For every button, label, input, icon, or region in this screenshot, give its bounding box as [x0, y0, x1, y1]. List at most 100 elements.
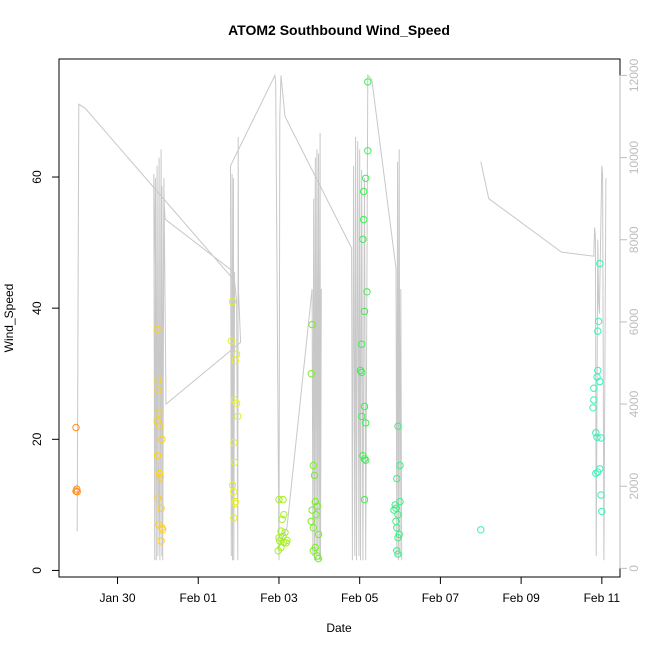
data-point: [392, 504, 400, 512]
line-segment: [278, 132, 322, 561]
data-point: [596, 259, 604, 268]
data-point: [308, 506, 316, 514]
data-point: [592, 429, 600, 437]
data-point: [477, 526, 485, 534]
y-right-tick-label: 10000: [627, 141, 641, 175]
y-right-tick-label: 6000: [627, 308, 641, 335]
data-point: [227, 337, 236, 345]
y-axis: 0 20 40 60: [30, 170, 60, 574]
data-point: [590, 396, 598, 404]
data-point: [360, 455, 369, 463]
data-point: [393, 474, 401, 483]
data-point: [156, 422, 164, 430]
x-tick-label: Jan 30: [100, 591, 136, 605]
data-point: [362, 456, 370, 464]
y-tick-label: 20: [30, 432, 44, 446]
plot-frame: [58, 58, 621, 578]
data-point: [360, 187, 368, 196]
data-point: [358, 368, 366, 377]
y-axis-right: 0 2000 4000 6000 8000 10000 12000: [619, 58, 641, 572]
data-point: [155, 469, 164, 478]
data-point: [230, 488, 238, 496]
data-point: [158, 435, 166, 443]
data-point: [359, 235, 367, 244]
data-point: [592, 469, 600, 478]
data-point: [590, 384, 598, 392]
data-point: [154, 386, 162, 394]
data-point: [362, 419, 370, 427]
data-point: [230, 514, 238, 522]
data-point: [364, 78, 372, 86]
data-point: [73, 488, 81, 496]
line-segment: [480, 161, 607, 561]
data-point: [275, 534, 283, 542]
data-point: [589, 404, 597, 412]
data-point: [360, 402, 369, 411]
data-point: [157, 504, 165, 512]
data-point: [311, 497, 319, 506]
data-point: [309, 524, 317, 532]
data-point: [159, 526, 167, 534]
data-point: [394, 422, 402, 430]
data-point: [391, 501, 399, 509]
data-point: [356, 366, 365, 375]
data-point: [358, 340, 366, 348]
data-point: [156, 473, 165, 481]
data-point: [155, 409, 163, 417]
y-right-tick-label: 12000: [627, 58, 641, 92]
data-point: [308, 320, 316, 329]
data-point: [72, 423, 80, 432]
data-point: [314, 530, 323, 539]
data-point: [228, 297, 237, 306]
data-point: [279, 495, 287, 504]
data-point: [364, 147, 372, 155]
y-right-tick-label: 4000: [627, 390, 641, 417]
data-point: [275, 495, 283, 504]
data-point: [594, 317, 603, 325]
data-point: [393, 547, 401, 555]
data-point: [230, 438, 238, 447]
x-tick-label: Feb 05: [341, 591, 379, 605]
data-point: [362, 174, 370, 183]
data-point: [153, 452, 162, 460]
data-point: [154, 494, 162, 502]
data-point: [274, 547, 282, 555]
data-point: [310, 471, 319, 480]
chart-title: ATOM2 Southbound Wind_Speed: [228, 22, 450, 38]
data-point: [360, 495, 369, 504]
data-point: [314, 554, 323, 563]
data-point: [597, 434, 605, 442]
data-point: [153, 325, 161, 333]
data-point: [280, 511, 288, 519]
data-point: [594, 468, 602, 476]
data-point: [282, 539, 290, 547]
data-point: [360, 215, 368, 224]
data-point: [596, 377, 604, 386]
line-segment: [76, 73, 403, 561]
x-axis: Jan 30 Feb 01 Feb 03 Feb 05 Feb 07 Feb 09 Feb …: [100, 576, 621, 605]
data-point: [360, 307, 369, 316]
data-point: [312, 511, 320, 519]
data-point: [394, 511, 402, 519]
data-point: [73, 485, 81, 493]
x-tick-label: Feb 03: [260, 591, 298, 605]
point-series: [72, 78, 606, 563]
data-point: [154, 376, 162, 384]
data-point: [309, 547, 317, 555]
data-point: [393, 524, 401, 532]
data-point: [278, 515, 286, 523]
data-point: [358, 412, 366, 421]
y-right-tick-label: 8000: [627, 226, 641, 253]
data-point: [309, 461, 317, 470]
data-point: [157, 537, 165, 545]
y-axis-label: Wind_Speed: [2, 284, 16, 353]
data-point: [396, 461, 404, 470]
data-point: [230, 499, 239, 508]
data-point: [230, 458, 239, 466]
y-right-tick-label: 2000: [627, 473, 641, 500]
data-point: [234, 412, 242, 421]
y-tick-label: 40: [30, 301, 44, 315]
x-tick-label: Feb 11: [584, 591, 621, 605]
data-point: [593, 433, 601, 441]
